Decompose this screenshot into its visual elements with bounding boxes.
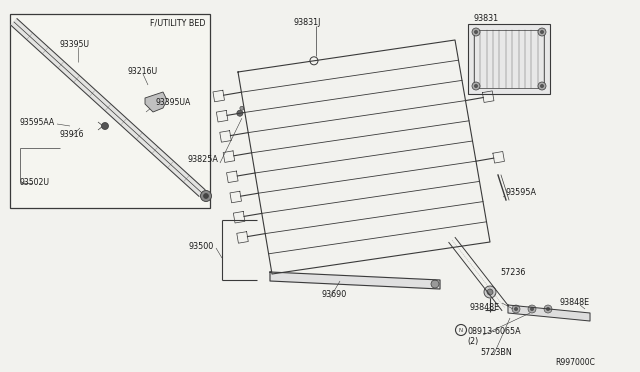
Polygon shape <box>508 305 590 321</box>
Text: 93848E: 93848E <box>560 298 590 307</box>
Text: 93831: 93831 <box>473 14 498 23</box>
Text: (2): (2) <box>467 337 478 346</box>
Text: 93825A: 93825A <box>187 155 218 164</box>
Circle shape <box>512 305 520 313</box>
Circle shape <box>514 307 518 311</box>
Circle shape <box>200 190 211 202</box>
Circle shape <box>530 307 534 311</box>
Circle shape <box>240 106 244 110</box>
Text: 08913-6065A: 08913-6065A <box>467 327 520 336</box>
Text: 93500: 93500 <box>189 242 214 251</box>
Text: 93216U: 93216U <box>127 67 157 76</box>
Circle shape <box>487 289 493 295</box>
Circle shape <box>546 307 550 311</box>
Circle shape <box>538 82 546 90</box>
Text: 93502U: 93502U <box>20 178 50 187</box>
Text: F/UTILITY BED: F/UTILITY BED <box>150 18 206 27</box>
Polygon shape <box>270 272 440 289</box>
Text: 93831J: 93831J <box>294 18 321 27</box>
Text: 57236: 57236 <box>500 268 525 277</box>
Circle shape <box>474 30 478 34</box>
Circle shape <box>544 305 552 313</box>
Circle shape <box>540 84 544 88</box>
Text: 93395UA: 93395UA <box>155 98 190 107</box>
Circle shape <box>237 110 243 116</box>
Text: 93595AA: 93595AA <box>20 118 55 127</box>
Circle shape <box>538 28 546 36</box>
Text: 93848E: 93848E <box>470 303 500 312</box>
Text: 5723BN: 5723BN <box>480 348 512 357</box>
Circle shape <box>431 280 439 288</box>
Text: 93395U: 93395U <box>60 40 90 49</box>
Circle shape <box>472 82 480 90</box>
Circle shape <box>102 122 109 129</box>
Polygon shape <box>145 92 167 112</box>
Circle shape <box>484 286 496 298</box>
Circle shape <box>204 193 209 199</box>
Bar <box>10 14 210 208</box>
Circle shape <box>540 30 544 34</box>
Polygon shape <box>11 19 205 196</box>
Bar <box>468 24 550 94</box>
Text: 93595A: 93595A <box>505 188 536 197</box>
Text: 93690: 93690 <box>322 290 348 299</box>
Circle shape <box>474 84 478 88</box>
Circle shape <box>528 305 536 313</box>
Text: 93916: 93916 <box>60 130 84 139</box>
Circle shape <box>472 28 480 36</box>
Bar <box>474 30 544 88</box>
Text: R997000C: R997000C <box>555 358 595 367</box>
Text: N: N <box>459 327 463 333</box>
